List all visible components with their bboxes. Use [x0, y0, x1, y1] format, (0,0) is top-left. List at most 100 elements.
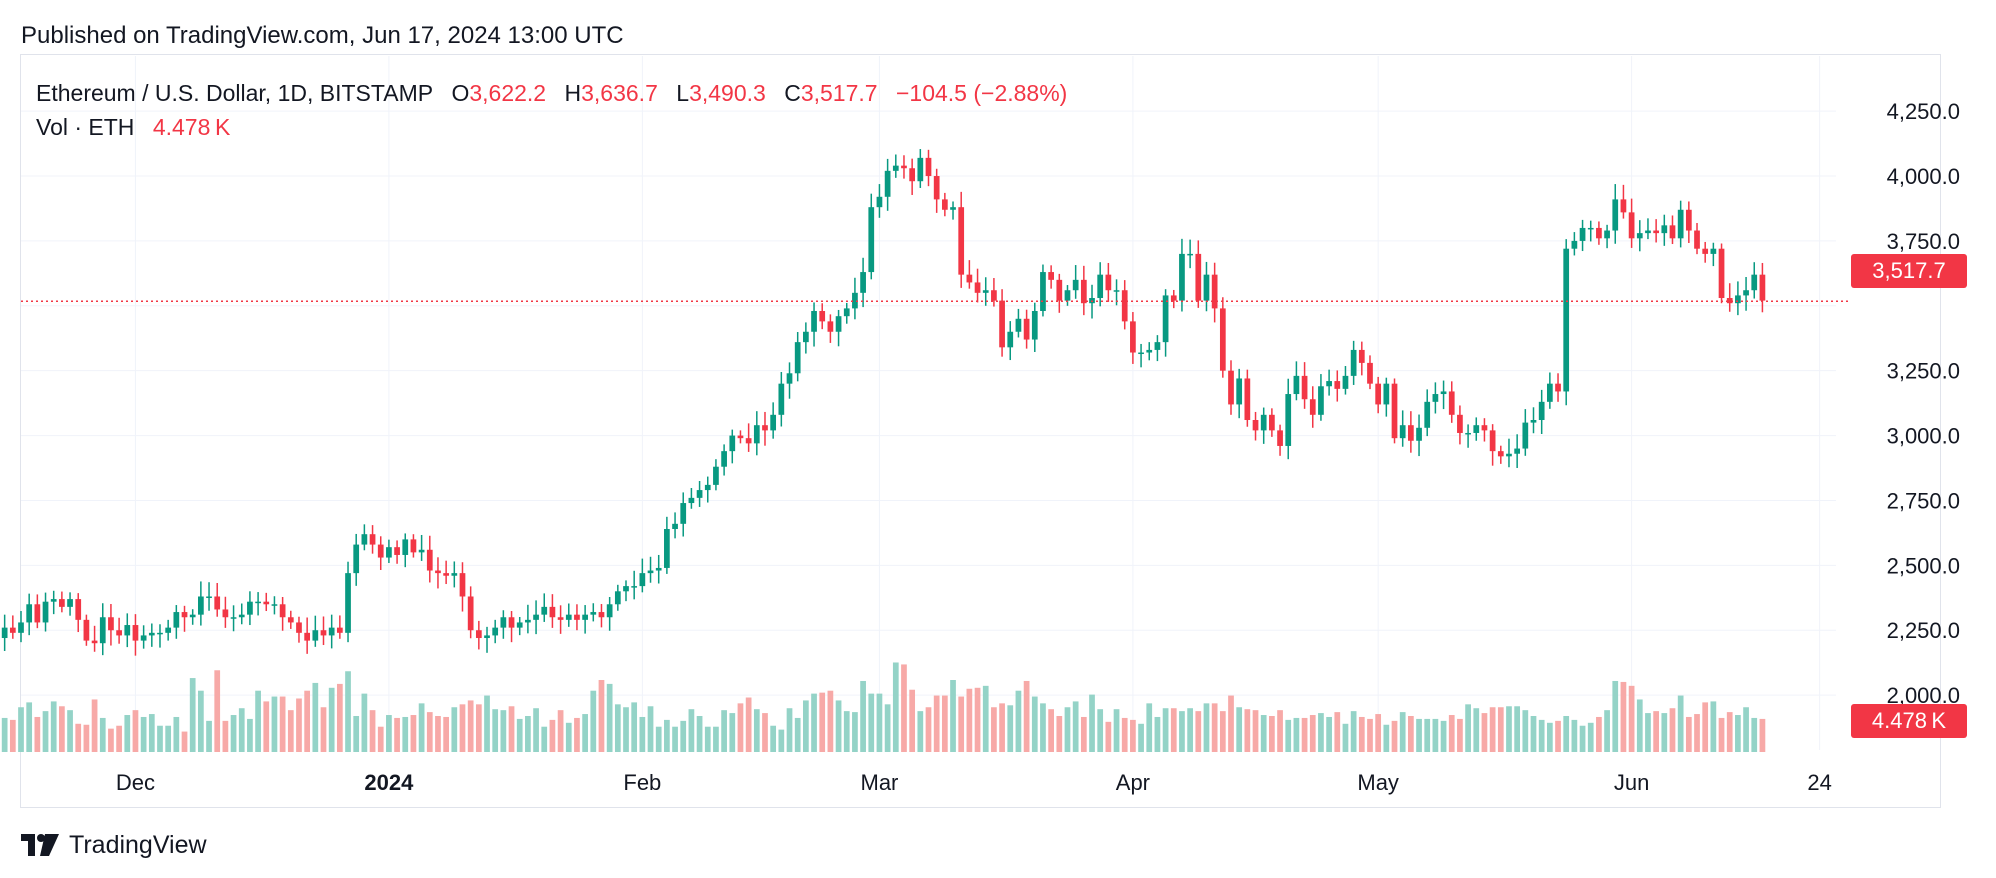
- volume-bar: [1277, 710, 1283, 752]
- time-tick-label: 24: [1807, 770, 1831, 795]
- candle-body: [181, 612, 188, 618]
- volume-bar: [1203, 703, 1210, 752]
- volume-bar: [108, 728, 114, 752]
- time-tick-label: Mar: [861, 770, 899, 795]
- candle-body: [91, 640, 98, 644]
- volume-bar: [1751, 717, 1758, 752]
- candle-body: [1530, 420, 1537, 423]
- candle-body: [1358, 349, 1365, 363]
- volume-bar: [345, 671, 351, 752]
- chart-legend: Ethereum / U.S. Dollar, 1D, BITSTAMP O3,…: [36, 76, 1067, 144]
- volume-bar: [835, 700, 842, 752]
- volume-bar: [1, 717, 8, 752]
- candle-body: [1645, 230, 1651, 234]
- time-axis: Dec 2024 Feb Mar Apr May Jun 24: [116, 770, 1832, 795]
- volume-bar: [222, 720, 229, 752]
- volume-bar: [672, 726, 678, 752]
- candle-body: [345, 573, 351, 633]
- candle-body: [974, 282, 981, 293]
- volume-bar: [1710, 701, 1717, 752]
- volume-bar: [1244, 709, 1251, 752]
- high-label: H: [564, 80, 582, 106]
- volume-bar: [852, 712, 858, 752]
- tradingview-logo[interactable]: TradingView: [21, 828, 207, 862]
- candle-body: [165, 627, 172, 633]
- volume-bar: [958, 696, 965, 752]
- candle-body: [966, 274, 973, 283]
- volume-bar: [639, 716, 646, 752]
- candle-body: [525, 619, 531, 623]
- candle-body: [852, 292, 858, 309]
- volume-bar: [696, 716, 703, 752]
- volume-bar: [876, 693, 883, 752]
- candle-body: [1481, 425, 1488, 431]
- candle-body: [1579, 227, 1586, 241]
- volume-bar: [83, 724, 90, 752]
- candle-body: [1391, 383, 1398, 439]
- volume-bar: [467, 700, 474, 752]
- last-volume-badge: 4.478 K: [1851, 704, 1967, 738]
- candle-body: [1121, 290, 1128, 322]
- candle-body: [1612, 199, 1619, 231]
- symbol-title[interactable]: Ethereum / U.S. Dollar, 1D, BITSTAMP: [36, 80, 434, 106]
- candle-body: [1342, 375, 1349, 389]
- volume-bar: [974, 687, 981, 752]
- candle-body: [533, 614, 539, 620]
- volume-bar: [606, 683, 613, 752]
- volume-row: Vol · ETH 4.478 K: [36, 110, 1067, 144]
- candle-body: [1448, 391, 1455, 415]
- volume-bar: [181, 731, 188, 752]
- volume-bar: [598, 680, 605, 752]
- candle-body: [950, 207, 956, 210]
- volume-bar: [1301, 717, 1308, 752]
- candle-body: [999, 300, 1005, 348]
- candle-body: [500, 617, 507, 628]
- price-tick-label: 2,500.0: [1887, 553, 1960, 578]
- candle-body: [459, 573, 466, 597]
- candle-body: [83, 619, 90, 641]
- candle-body: [1653, 230, 1659, 234]
- volume-bar: [386, 715, 392, 752]
- candle-body: [582, 614, 588, 620]
- volume-bar: [1350, 711, 1357, 752]
- candle-body: [271, 604, 278, 606]
- volume-bar: [901, 664, 907, 752]
- candle-body: [255, 601, 261, 604]
- volume-bar: [565, 722, 572, 752]
- candle-body: [1751, 274, 1758, 291]
- volume-bar: [1072, 701, 1079, 752]
- candle-body: [933, 176, 940, 200]
- candle-body: [1416, 427, 1422, 441]
- volume-bar: [1718, 717, 1725, 752]
- open-value: 3,622.2: [469, 80, 547, 106]
- volume-bar: [173, 716, 180, 752]
- candle-body: [696, 490, 703, 498]
- time-tick-label: Feb: [623, 770, 661, 795]
- candle-body: [1015, 318, 1022, 332]
- time-tick-label: Dec: [116, 770, 155, 795]
- volume-bar: [868, 693, 875, 752]
- candle-body: [565, 614, 572, 620]
- volume-bar: [688, 709, 695, 752]
- volume-bar: [1587, 722, 1594, 752]
- volume-label[interactable]: Vol · ETH: [36, 114, 135, 140]
- candle-body: [1195, 253, 1202, 301]
- candle-body: [108, 617, 114, 631]
- volume-bar: [533, 708, 539, 752]
- candle-body: [1726, 298, 1733, 304]
- volume-bar: [1375, 714, 1382, 752]
- candle-body: [835, 316, 842, 332]
- candle-body: [312, 630, 319, 641]
- candle-body: [1285, 394, 1292, 446]
- candle-body: [876, 196, 883, 208]
- volume-bar: [271, 696, 278, 752]
- candle-body: [443, 573, 449, 576]
- volume-bar: [435, 716, 441, 752]
- candle-body: [336, 627, 343, 633]
- candle-body: [647, 570, 654, 574]
- candle-body: [721, 451, 727, 467]
- volume-bar: [999, 703, 1005, 752]
- candle-body: [574, 614, 580, 620]
- chart-pane[interactable]: [20, 54, 1941, 808]
